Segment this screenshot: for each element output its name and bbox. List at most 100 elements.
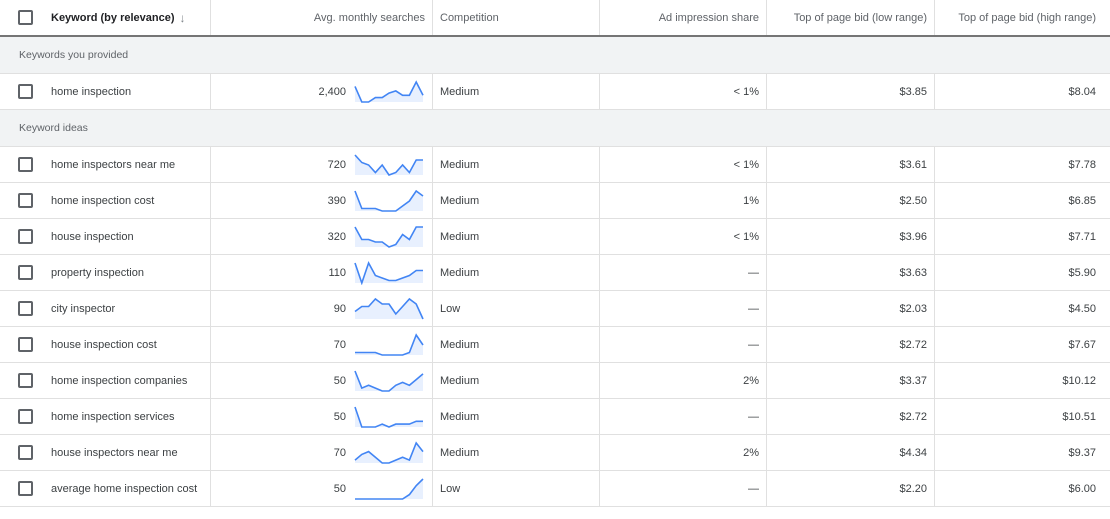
avg-searches-column-header[interactable]: Avg. monthly searches [211, 0, 433, 35]
row-checkbox[interactable] [18, 265, 33, 280]
trend-line [354, 153, 423, 176]
table-row: house inspection cost 70 Medium — $2.72 $7.67 [0, 327, 1110, 363]
keyword-header-label: Keyword (by relevance) [51, 11, 175, 24]
ad-impression-share-cell: 1% [600, 183, 767, 218]
trend-area [355, 406, 423, 427]
keyword-cell: home inspection companies [40, 363, 211, 398]
trend-sparkline[interactable] [353, 369, 425, 393]
row-checkbox[interactable] [18, 301, 33, 316]
trend-area [355, 226, 423, 247]
bid-high-cell: $7.67 [935, 327, 1110, 362]
section-header: Keywords you provided [0, 37, 1110, 74]
competition-cell: Medium [433, 147, 600, 182]
bid-low-value: $2.72 [899, 338, 927, 351]
competition-header-label: Competition [440, 11, 499, 24]
trend-line [355, 332, 424, 356]
competition-value: Medium [440, 158, 480, 171]
bid-high-cell: $6.00 [935, 471, 1110, 506]
bid-low-value: $4.34 [899, 446, 927, 459]
avg-searches-value: 110 [328, 266, 346, 279]
avg-searches-cell: 70 [211, 327, 433, 362]
competition-cell: Medium [433, 255, 600, 290]
competition-value: Low [440, 302, 461, 315]
row-checkbox[interactable] [18, 337, 33, 352]
low-header-label: Top of page bid (low range) [793, 11, 927, 24]
bid-low-cell: $3.85 [767, 74, 935, 109]
select-all-checkbox[interactable] [18, 10, 33, 25]
bid-high-column-header[interactable]: Top of page bid (high range) [935, 0, 1110, 35]
trend-area [355, 298, 423, 319]
row-select-cell [0, 219, 40, 254]
keyword-table: Keyword (by relevance) ↓ Avg. monthly se… [0, 0, 1110, 507]
table-row: home inspection 2,400 Medium < 1% $3.85 $8.04 [0, 74, 1110, 110]
row-checkbox[interactable] [18, 229, 33, 244]
row-checkbox[interactable] [18, 193, 33, 208]
ad-impression-share-value: < 1% [733, 230, 759, 243]
keyword-column-header[interactable]: Keyword (by relevance) ↓ [40, 0, 211, 35]
row-select-cell [0, 291, 40, 326]
ad-impression-share-value: < 1% [733, 85, 759, 98]
competition-column-header[interactable]: Competition [433, 0, 600, 35]
row-checkbox[interactable] [18, 445, 33, 460]
row-checkbox[interactable] [18, 481, 33, 496]
bid-high-cell: $4.50 [935, 291, 1110, 326]
table-row: home inspection cost 390 Medium 1% $2.50 $6.8… [0, 183, 1110, 219]
avg-searches-cell: 2,400 [211, 74, 433, 109]
bid-low-value: $3.37 [899, 374, 927, 387]
trend-sparkline[interactable] [353, 260, 425, 285]
keyword-text: home inspectors near me [51, 158, 176, 171]
competition-value: Medium [440, 194, 480, 207]
keyword-cell: home inspection [40, 74, 211, 109]
keyword-text: house inspection [51, 230, 134, 243]
trend-sparkline[interactable] [353, 440, 425, 465]
trend-sparkline[interactable] [353, 297, 425, 321]
avg-searches-value: 390 [327, 194, 346, 207]
row-checkbox[interactable] [18, 373, 33, 388]
ad-impression-share-cell: 2% [600, 363, 767, 398]
ad-impression-share-cell: — [600, 291, 767, 326]
trend-line [354, 440, 424, 464]
row-select-cell [0, 147, 40, 182]
ad-impression-share-value: 2% [743, 446, 759, 459]
avg-searches-value: 70 [333, 446, 346, 459]
trend-area [355, 370, 423, 391]
competition-value: Medium [440, 374, 480, 387]
bid-low-value: $3.85 [899, 85, 927, 98]
row-checkbox[interactable] [18, 409, 33, 424]
ad-impression-share-cell: — [600, 399, 767, 434]
trend-sparkline[interactable] [353, 153, 425, 177]
competition-value: Medium [440, 446, 480, 459]
keyword-cell: home inspection services [40, 399, 211, 434]
trend-line [355, 477, 424, 500]
row-checkbox[interactable] [18, 84, 33, 99]
ad-impression-share-value: < 1% [733, 158, 759, 171]
trend-sparkline[interactable] [353, 79, 425, 104]
keyword-cell: property inspection [40, 255, 211, 290]
bid-low-cell: $2.72 [767, 399, 935, 434]
bid-low-column-header[interactable]: Top of page bid (low range) [767, 0, 935, 35]
ad-impression-share-value: — [748, 410, 759, 423]
row-checkbox[interactable] [18, 157, 33, 172]
trend-area [355, 190, 423, 211]
bid-high-cell: $9.37 [935, 435, 1110, 470]
trend-line [354, 79, 424, 103]
table-row: home inspection companies 50 Medium 2% $3.37… [0, 363, 1110, 399]
bid-low-value: $3.63 [899, 266, 927, 279]
avg-searches-value: 320 [327, 230, 346, 243]
row-select-cell [0, 399, 40, 434]
keyword-text: city inspector [51, 302, 116, 315]
competition-cell: Medium [433, 183, 600, 218]
keyword-cell: house inspection [40, 219, 211, 254]
trend-sparkline[interactable] [353, 189, 425, 213]
row-select-cell [0, 74, 40, 109]
arrow-down-icon[interactable]: ↓ [179, 10, 186, 25]
ad-impression-share-column-header[interactable]: Ad impression share [600, 0, 767, 35]
trend-sparkline[interactable] [353, 477, 425, 501]
high-header-label: Top of page bid (high range) [958, 11, 1096, 24]
trend-sparkline[interactable] [353, 332, 425, 357]
competition-cell: Medium [433, 363, 600, 398]
trend-sparkline[interactable] [353, 405, 425, 429]
keyword-cell: average home inspection cost [40, 471, 211, 506]
bid-low-cell: $4.34 [767, 435, 935, 470]
trend-sparkline[interactable] [353, 225, 425, 249]
